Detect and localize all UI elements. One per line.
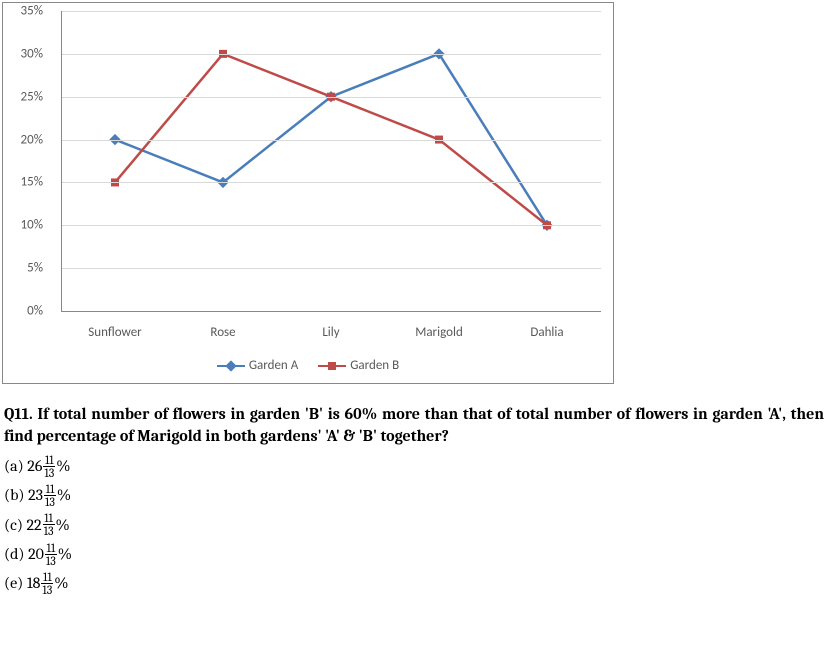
gridline xyxy=(61,54,601,55)
chart-svg xyxy=(61,11,601,311)
y-tick-label: 10% xyxy=(3,218,43,233)
y-tick-label: 5% xyxy=(3,261,43,276)
option-letter: (b) xyxy=(4,486,25,504)
plot-area: 0%5%10%15%20%25%30%35%SunflowerRoseLilyM… xyxy=(61,11,601,311)
option-fraction: 1113 xyxy=(45,542,57,567)
option-fraction: 1113 xyxy=(43,454,55,479)
legend: Garden A Garden B xyxy=(3,358,613,373)
gridline xyxy=(61,182,601,183)
answer-options: (a) 261113%(b) 231113%(c) 221113%(d) 201… xyxy=(4,453,828,597)
legend-item: Garden B xyxy=(318,358,399,373)
option-whole: 20 xyxy=(28,545,44,563)
option-suffix: % xyxy=(54,574,68,592)
question-body: If total number of flowers in garden 'B'… xyxy=(4,405,824,445)
y-tick-label: 20% xyxy=(3,132,43,147)
y-tick-label: 15% xyxy=(3,175,43,190)
option-fraction: 1113 xyxy=(43,512,55,537)
question-label: Q11. xyxy=(4,405,33,423)
option-d: (d) 201113% xyxy=(4,541,828,568)
option-b: (b) 231113% xyxy=(4,482,828,509)
option-whole: 22 xyxy=(27,516,42,534)
question-text: Q11. If total number of flowers in garde… xyxy=(4,404,824,447)
option-a: (a) 261113% xyxy=(4,453,828,480)
option-suffix: % xyxy=(56,457,70,475)
x-tick-label: Lily xyxy=(322,325,339,340)
gridline xyxy=(61,11,601,12)
legend-label: Garden A xyxy=(249,358,298,373)
y-tick-label: 25% xyxy=(3,89,43,104)
option-letter: (e) xyxy=(4,574,23,592)
gridline xyxy=(61,268,601,269)
option-fraction: 1113 xyxy=(41,571,53,596)
x-tick-label: Sunflower xyxy=(88,325,141,340)
option-whole: 18 xyxy=(27,574,41,592)
y-tick-label: 35% xyxy=(3,4,43,19)
legend-item: Garden A xyxy=(217,358,298,373)
option-whole: 23 xyxy=(28,486,43,504)
chart-container: 0% 5% 10% 15% 20% 25% 30% 35% Sunflower Rose Lily M… xyxy=(2,2,614,384)
option-suffix: % xyxy=(57,486,71,504)
option-letter: (c) xyxy=(4,516,23,534)
option-c: (c) 221113% xyxy=(4,512,828,539)
x-tick-label: Dahlia xyxy=(530,325,563,340)
diamond-icon xyxy=(225,360,236,371)
x-tick-label: Marigold xyxy=(415,325,463,340)
option-whole: 26 xyxy=(27,457,42,475)
legend-label: Garden B xyxy=(350,358,399,373)
y-tick-label: 0% xyxy=(3,304,43,319)
gridline xyxy=(61,225,601,226)
square-icon xyxy=(328,362,336,370)
gridline xyxy=(61,140,601,141)
option-fraction: 1113 xyxy=(44,483,56,508)
y-tick-label: 30% xyxy=(3,46,43,61)
x-tick-label: Rose xyxy=(210,325,235,340)
option-letter: (a) xyxy=(4,457,24,475)
option-suffix: % xyxy=(56,516,70,534)
gridline xyxy=(61,97,601,98)
option-letter: (d) xyxy=(4,545,25,563)
option-suffix: % xyxy=(58,545,72,563)
option-e: (e) 181113% xyxy=(4,570,828,597)
